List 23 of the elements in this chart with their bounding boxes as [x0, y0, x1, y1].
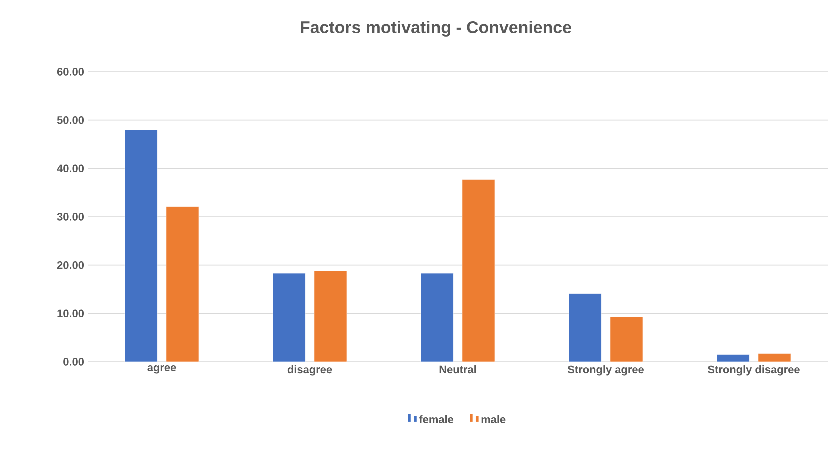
x-tick-label: Strongly agree [568, 366, 644, 376]
y-tick-label: 60.00 [57, 68, 84, 76]
bar [568, 294, 602, 362]
y-tick-label: 0.00 [64, 358, 84, 366]
y-tick-label: 50.00 [57, 116, 84, 124]
bar [272, 273, 306, 362]
legend-label: female [419, 415, 454, 424]
x-tick-label: agree [148, 366, 176, 374]
x-tick-label: Neutral [440, 366, 476, 374]
bar [124, 130, 158, 362]
y-tick-label: 40.00 [57, 164, 84, 173]
bar [314, 270, 348, 362]
x-tick-label: disagree [288, 366, 332, 376]
bar [610, 316, 644, 362]
chart-title: Factors motivating - Convenience [301, 21, 572, 37]
y-tick-label: 10.00 [58, 310, 84, 318]
y-tick-label: 30.00 [57, 213, 84, 221]
legend-label: male [482, 415, 506, 424]
x-tick-label: Strongly disagree [708, 366, 800, 376]
y-tick-label: 20.00 [57, 261, 84, 270]
bar [166, 206, 200, 362]
bar [420, 273, 454, 362]
bar [462, 180, 496, 362]
